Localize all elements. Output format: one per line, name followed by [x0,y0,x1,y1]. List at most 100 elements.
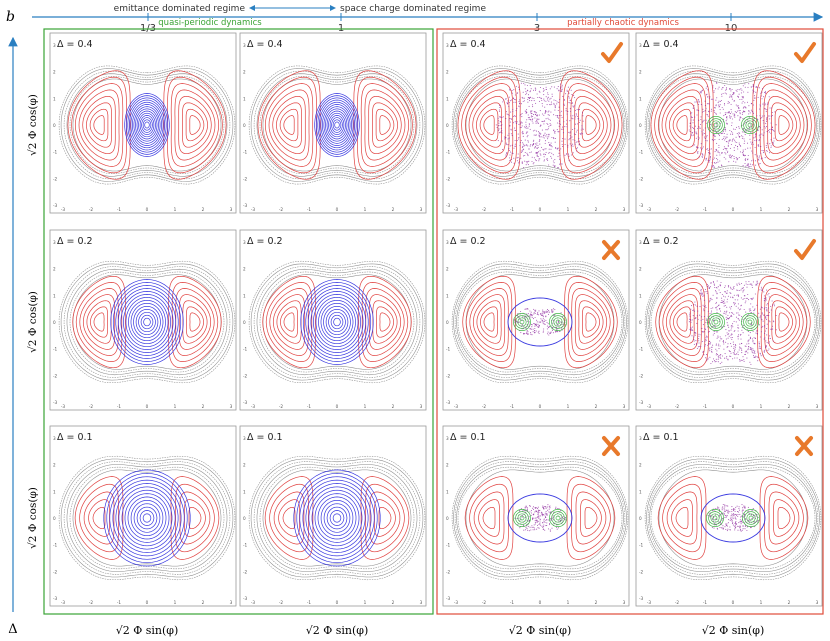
core-orbit [318,299,356,345]
chaotic-point [527,94,530,96]
chaotic-point [575,113,577,115]
resonance-orbit [759,476,809,560]
x-tick-label: -1 [307,600,312,605]
chaotic-point [560,163,562,165]
core-orbit [320,499,354,537]
chaotic-point [764,337,766,339]
chaotic-point [766,328,768,330]
chaotic-point [741,352,743,354]
core-orbit [130,499,164,537]
core-orbit [302,479,372,557]
chaotic-point [707,326,709,328]
chaotic-point [730,96,732,98]
resonance-orbit [378,506,392,530]
chaotic-point [696,322,698,324]
chaotic-point [527,164,529,166]
chaotic-point [739,360,741,362]
core-orbit [141,117,153,133]
chaotic-point [713,157,715,159]
chaotic-point [753,137,755,139]
chaotic-point [510,159,513,161]
chaotic-point [761,157,763,159]
chaotic-point [527,140,529,142]
chaotic-point [502,116,504,118]
chaotic-point [736,294,738,296]
outer-orbit [259,271,415,373]
chaotic-point [568,159,570,162]
chaotic-point [715,514,717,516]
chaotic-point [736,284,738,286]
chaotic-point [509,154,511,156]
chaotic-point [572,152,574,154]
chaotic-point [539,86,542,89]
chaotic-point [727,509,729,511]
chaotic-point [704,305,706,307]
chaotic-point [745,121,747,123]
chaotic-point [755,133,757,135]
core-orbit [140,314,154,330]
cross-mark-icon [602,240,620,260]
chaotic-point [558,122,560,124]
chaotic-point [738,506,740,508]
chaotic-point [764,90,766,92]
chaotic-point [730,306,733,308]
chaotic-point [555,508,557,510]
chaotic-point [576,129,578,131]
chaotic-point [749,527,752,529]
chaotic-point [524,151,526,154]
chaotic-point [735,518,737,520]
resonance-orbit [464,476,514,560]
chaotic-point [544,529,546,531]
chaotic-point [775,314,777,317]
resonance-orbit [675,506,689,530]
chaotic-point [744,162,746,165]
chaotic-point [738,156,740,159]
y-tick-label: 3 [639,436,642,441]
chaotic-point [750,143,753,145]
chaotic-point [502,101,504,103]
chaotic-point [544,311,546,313]
chaotic-point [526,507,528,509]
chaotic-point [545,100,547,102]
chaotic-point [577,109,580,111]
chaotic-point [741,112,744,114]
resonance-orbit [468,89,510,161]
chaotic-point [705,87,707,89]
chaotic-point [697,138,700,141]
chaotic-point [530,119,532,121]
panel-frame [635,32,823,214]
chaotic-point [568,101,570,104]
chaotic-point [704,137,706,140]
chaotic-point [712,85,714,87]
chaotic-point [734,348,736,350]
chaotic-point [733,346,735,348]
chaotic-point [545,112,547,114]
chaotic-point [524,84,526,86]
chaotic-point [702,331,704,333]
chaotic-point [734,111,736,113]
chaotic-point [689,130,691,133]
chaotic-point [521,516,523,518]
chaotic-point [528,530,530,532]
chaotic-point [722,132,724,134]
outer-orbit [248,260,426,384]
chaotic-point [514,129,516,131]
chaotic-point [721,527,723,529]
chaotic-point [749,112,751,114]
chaotic-point [697,346,699,348]
chaotic-point [528,505,531,507]
chaotic-point [570,89,572,91]
chaotic-point [553,86,555,88]
chaotic-point [763,325,766,327]
chaotic-point [551,311,553,313]
chaotic-point [736,159,738,161]
chaotic-point [688,129,690,131]
chaotic-point [753,91,755,93]
chaotic-point [758,163,760,165]
chaotic-point [729,519,731,521]
chaotic-point [524,154,526,157]
chaotic-point [737,88,739,91]
chaotic-point [715,81,718,84]
chaotic-point [748,110,750,113]
chaotic-point [560,90,562,92]
